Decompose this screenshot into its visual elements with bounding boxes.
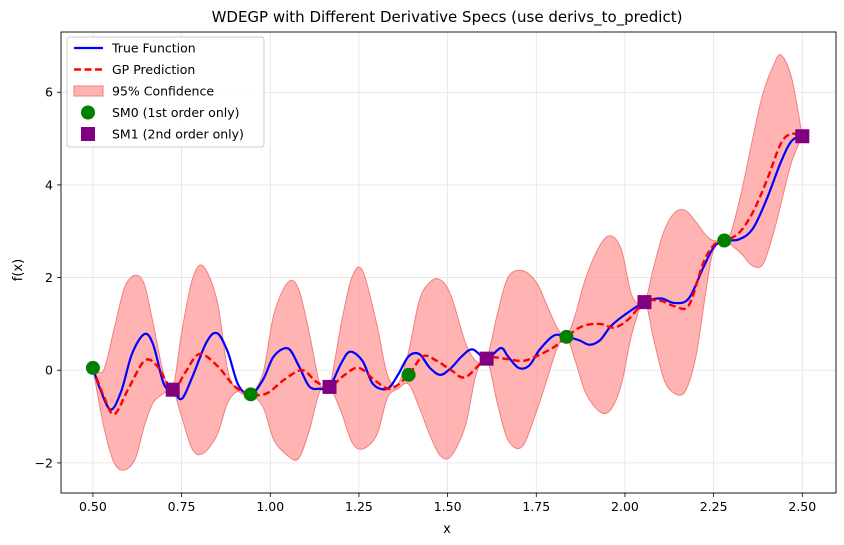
- x-tick-label: 2.00: [611, 499, 639, 514]
- legend-label: SM1 (2nd order only): [112, 127, 244, 142]
- y-tick-label: 0: [45, 363, 53, 378]
- legend-swatch-band: [73, 85, 104, 97]
- x-tick-label: 1.50: [434, 499, 462, 514]
- legend: True Function GP Prediction 95% Confidence…: [66, 36, 265, 148]
- legend-box: [66, 36, 265, 148]
- sm0-marker: [559, 329, 574, 344]
- sm0-marker: [401, 367, 416, 382]
- sm1-marker: [795, 129, 810, 144]
- gp-prediction-line: [91, 132, 803, 416]
- x-tick-label: 1.25: [345, 499, 373, 514]
- legend-label: SM0 (1st order only): [112, 105, 239, 120]
- series-lines: [91, 132, 803, 416]
- sm0-marker: [717, 233, 732, 248]
- sm1-marker: [322, 379, 337, 394]
- x-tick-label: 0.50: [79, 499, 107, 514]
- sm0-marker: [85, 360, 100, 375]
- plot-frame: [60, 31, 837, 494]
- legend-label: True Function: [111, 41, 196, 56]
- chart-title: WDEGP with Different Derivative Specs (u…: [212, 8, 683, 27]
- legend-label: 95% Confidence: [112, 84, 214, 99]
- x-tick-label: 1.75: [522, 499, 550, 514]
- x-tick-label: 2.50: [788, 499, 816, 514]
- legend-swatch-sm1: [81, 127, 95, 141]
- sm1-marker: [165, 382, 180, 397]
- x-axis: 0.50 0.75 1.00 1.25 1.50 1.75 2.00 2.25 2.50: [79, 493, 816, 514]
- legend-swatch-sm0: [81, 105, 95, 120]
- true-function-line: [91, 135, 803, 411]
- y-axis-label: f(x): [11, 259, 26, 281]
- sm1-marker: [637, 295, 652, 310]
- x-tick-label: 0.75: [168, 499, 196, 514]
- y-tick-label: 4: [45, 177, 53, 192]
- x-tick-label: 2.25: [700, 499, 728, 514]
- y-tick-label: 6: [45, 85, 53, 100]
- x-tick-label: 1.00: [256, 499, 284, 514]
- sm1-marker: [479, 351, 494, 366]
- y-axis: −2 0 2 4 6: [35, 85, 61, 470]
- sample-markers: [85, 129, 810, 402]
- sm0-marker: [243, 387, 258, 402]
- x-axis-label: x: [443, 522, 451, 537]
- y-tick-label: −2: [35, 455, 53, 470]
- y-tick-label: 2: [45, 270, 53, 285]
- legend-label: GP Prediction: [112, 62, 195, 77]
